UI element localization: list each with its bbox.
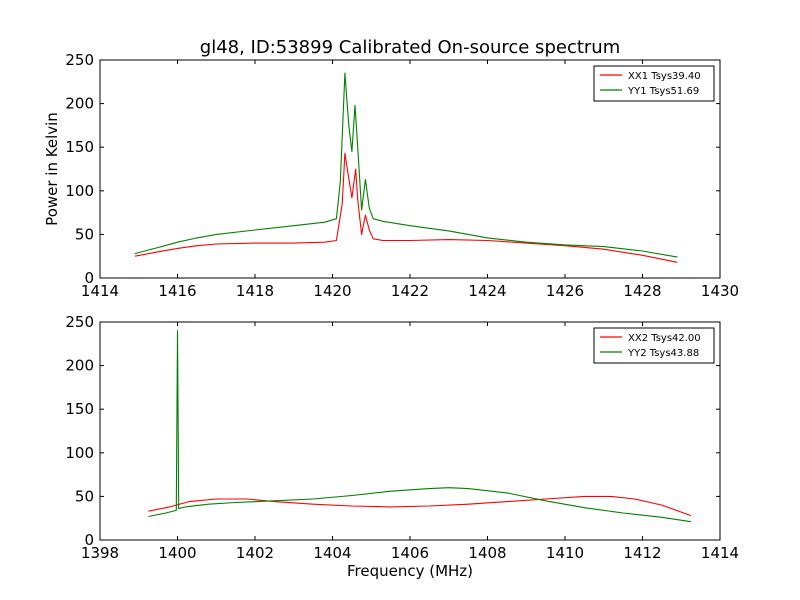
x-tick-label: 1420 bbox=[313, 282, 351, 300]
x-tick-label: 1428 bbox=[623, 282, 661, 300]
plot-bottom: 1398 1400 1402 1404 1406 1408 1410 1412 1414 0 50 1… bbox=[65, 313, 739, 580]
y-tick-label: 0 bbox=[84, 269, 94, 287]
y-tick-label: 200 bbox=[65, 95, 94, 113]
x-tick-label: 1426 bbox=[546, 282, 584, 300]
y-tick-label: 0 bbox=[84, 531, 94, 549]
y-tick-label: 250 bbox=[65, 51, 94, 69]
series-line-xx2 bbox=[148, 495, 692, 517]
y-tick-label: 250 bbox=[65, 313, 94, 331]
y-tick-label: 200 bbox=[65, 357, 94, 375]
x-tick-label: 1414 bbox=[81, 282, 119, 300]
series-line-yy2 bbox=[148, 330, 691, 523]
legend: XX1 Tsys39.40 YY1 Tsys51.69 bbox=[593, 65, 715, 102]
x-tick-label: 1430 bbox=[701, 282, 739, 300]
y-axis-label: Power in Kelvin bbox=[43, 112, 61, 226]
y-tick-label: 100 bbox=[65, 182, 94, 200]
x-tick-label: 1398 bbox=[81, 544, 119, 562]
chart-title: gl48, ID:53899 Calibrated On-source spec… bbox=[200, 37, 620, 58]
y-tick-label: 150 bbox=[65, 400, 94, 418]
x-tick-label: 1424 bbox=[468, 282, 506, 300]
x-tick-label: 1406 bbox=[391, 544, 429, 562]
x-tick-label: 1422 bbox=[391, 282, 429, 300]
legend: XX2 Tsys42.00 YY2 Tsys43.88 bbox=[593, 327, 715, 364]
x-tick-label: 1418 bbox=[236, 282, 274, 300]
y-tick-label: 50 bbox=[75, 487, 94, 505]
legend-label: YY2 Tsys43.88 bbox=[627, 348, 699, 359]
y-tick-label: 50 bbox=[75, 225, 94, 243]
x-tick-label: 1400 bbox=[158, 544, 196, 562]
series-group bbox=[134, 72, 678, 263]
series-line-yy1 bbox=[134, 72, 678, 258]
x-axis-label: Frequency (MHz) bbox=[347, 562, 473, 580]
legend-label: XX1 Tsys39.40 bbox=[628, 71, 701, 82]
plot-top: 1414 1416 1418 1420 1422 1424 1426 1428 1430 0 50 1… bbox=[43, 51, 739, 300]
x-tick-label: 1412 bbox=[623, 544, 661, 562]
legend-label: XX2 Tsys42.00 bbox=[628, 333, 701, 344]
x-tick-label: 1408 bbox=[468, 544, 506, 562]
series-line-xx1 bbox=[134, 152, 678, 263]
legend-box bbox=[593, 327, 715, 364]
x-tick-label: 1402 bbox=[236, 544, 274, 562]
x-tick-label: 1414 bbox=[701, 544, 739, 562]
legend-label: YY1 Tsys51.69 bbox=[627, 86, 699, 97]
legend-box bbox=[593, 65, 715, 102]
y-tick-label: 150 bbox=[65, 138, 94, 156]
y-tick-label: 100 bbox=[65, 444, 94, 462]
x-tick-label: 1416 bbox=[158, 282, 196, 300]
x-tick-label: 1410 bbox=[546, 544, 584, 562]
series-group bbox=[148, 330, 692, 523]
x-tick-label: 1404 bbox=[313, 544, 351, 562]
